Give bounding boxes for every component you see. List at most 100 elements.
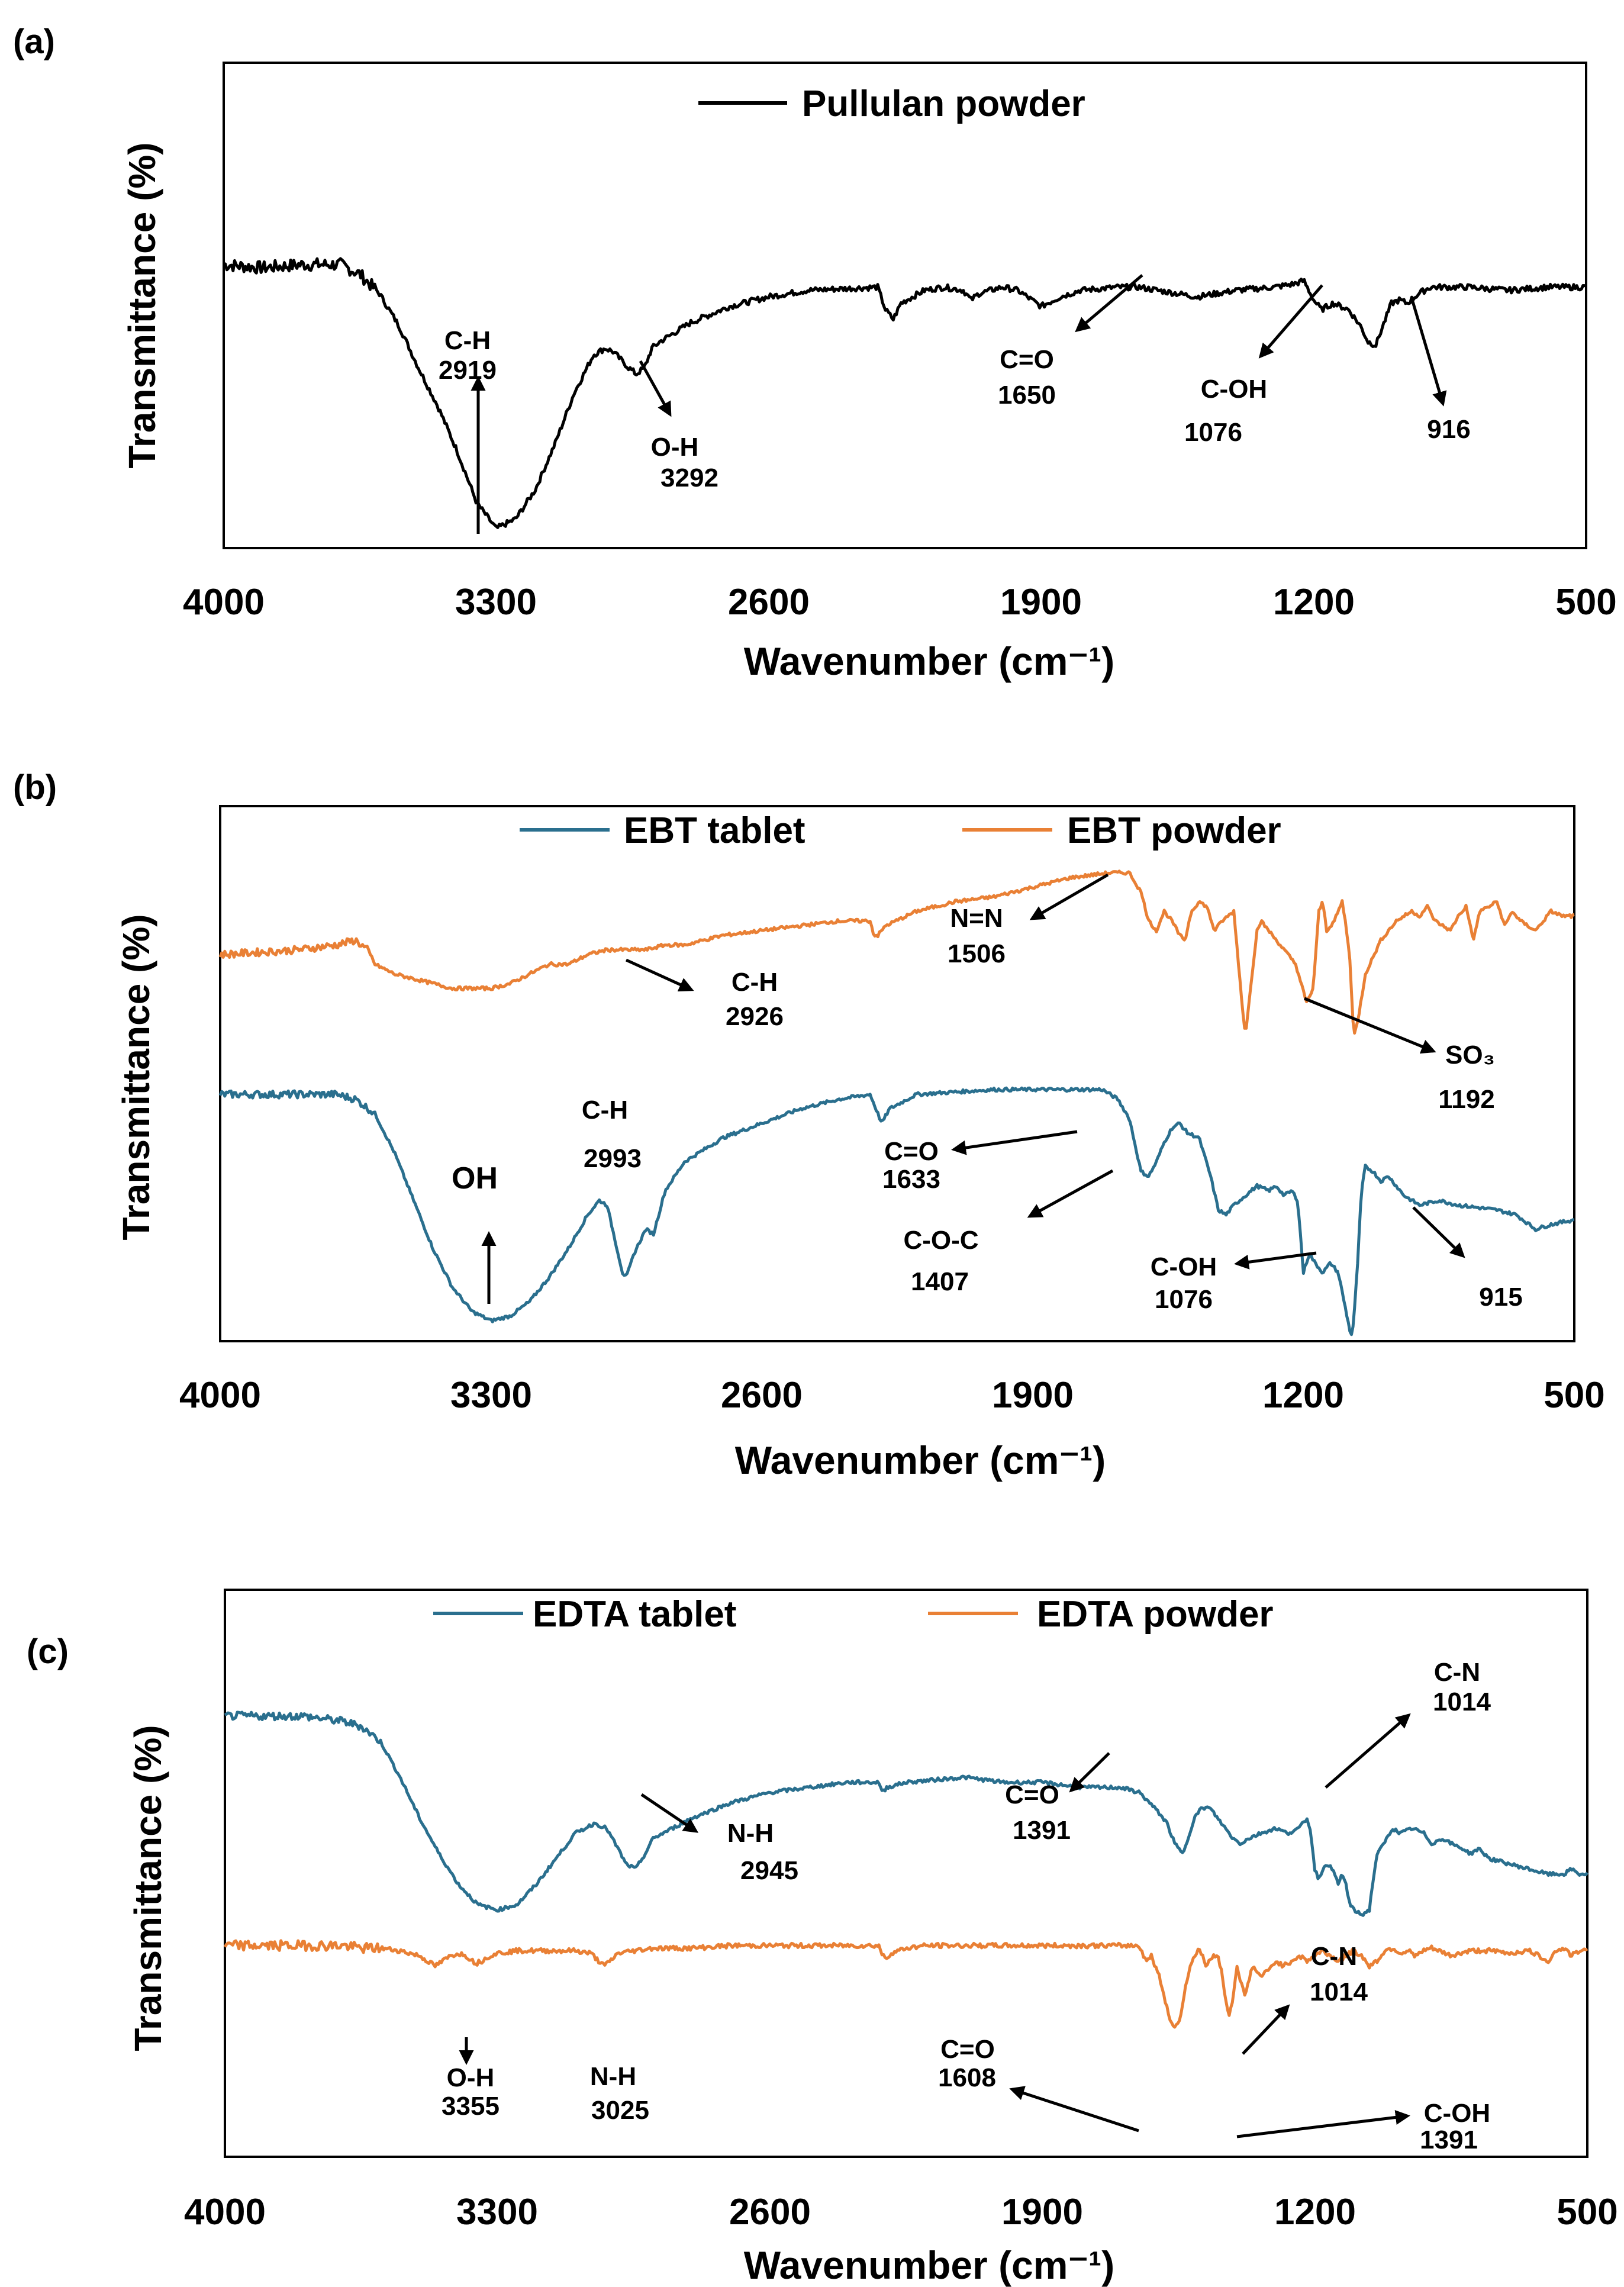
x-tick-label: 1200 bbox=[1273, 582, 1355, 623]
x-tick-label: 3300 bbox=[456, 2192, 538, 2233]
spectrum-line-edta-tablet bbox=[224, 1711, 1588, 1917]
annotation-label: C-N bbox=[1311, 1942, 1357, 1971]
x-tick-label: 500 bbox=[1544, 1375, 1604, 1416]
annotation-label: 1633 bbox=[882, 1165, 940, 1194]
x-tick-label: 2600 bbox=[729, 2192, 811, 2233]
annotation-label: 2945 bbox=[740, 1856, 798, 1885]
annotation-label: C-OH bbox=[1151, 1252, 1217, 1281]
annotation-label: 1192 bbox=[1438, 1085, 1494, 1114]
annotation-arrow bbox=[625, 958, 694, 992]
panel-c-series bbox=[223, 1711, 1588, 2029]
panel-a-plot-frame bbox=[223, 62, 1587, 549]
annotation-arrow bbox=[1304, 997, 1436, 1054]
spectrum-line-edta-powder bbox=[223, 1939, 1588, 2029]
panel-b-plot-frame bbox=[219, 805, 1575, 1342]
x-tick-label: 1200 bbox=[1262, 1375, 1344, 1416]
annotation-label: 2919 bbox=[439, 356, 497, 385]
annotation-arrow bbox=[1029, 873, 1109, 920]
panel-a-xaxis: 4000 3300 2600 1900 1200 500 Wavenumber … bbox=[183, 582, 1617, 683]
annotation-label: 2993 bbox=[584, 1144, 642, 1173]
y-axis-label: Transmittance (%) bbox=[115, 914, 157, 1240]
panel-c-annotations: C-N 1014 N-H 2945 C=O 1391 O-H 3355 N-H … bbox=[442, 1658, 1491, 2154]
annotation-label: 916 bbox=[1427, 415, 1470, 444]
y-axis-label: Transmittance (%) bbox=[127, 1725, 169, 2051]
panel-c: (c) 4000 3300 2600 1900 1200 500 Wavenum… bbox=[27, 1589, 1618, 2287]
x-tick-label: 4000 bbox=[179, 1375, 261, 1416]
x-tick-label: 4000 bbox=[184, 2192, 266, 2233]
annotation-label: OH bbox=[452, 1161, 498, 1196]
annotation-arrow bbox=[1325, 1713, 1411, 1789]
annotation-arrow bbox=[1242, 2004, 1290, 2055]
spectrum-line-pullulan-powder bbox=[223, 257, 1587, 529]
annotation-label: O-H bbox=[447, 2063, 495, 2092]
annotation-label: C-O-C bbox=[903, 1226, 978, 1255]
x-tick-label: 2600 bbox=[728, 582, 810, 623]
annotation-label: N-H bbox=[727, 1819, 774, 1848]
x-tick-label: 2600 bbox=[721, 1375, 803, 1416]
annotation-label: 1014 bbox=[1433, 1687, 1491, 1716]
x-tick-label: 4000 bbox=[183, 582, 265, 623]
panel-b-label: (b) bbox=[13, 768, 57, 807]
annotation-arrow bbox=[640, 1793, 699, 1833]
annotation-arrow bbox=[1009, 2086, 1139, 2133]
annotation-label: 2926 bbox=[726, 1002, 784, 1031]
annotation-label: C=O bbox=[884, 1137, 939, 1166]
annotation-arrow bbox=[1258, 284, 1323, 359]
panel-b-legend: EBT tablet EBT powder bbox=[520, 810, 1281, 851]
panel-b-xaxis: 4000 3300 2600 1900 1200 500 Wavenumber … bbox=[179, 1375, 1605, 1482]
y-axis-label: Transmittance (%) bbox=[121, 142, 163, 468]
annotation-label: C-H bbox=[732, 968, 778, 997]
annotation-label: 1391 bbox=[1013, 1816, 1071, 1845]
legend-label-ebt-tablet: EBT tablet bbox=[624, 810, 805, 851]
panel-a: (a) 4000 3300 2600 1900 1200 500 Wavenum… bbox=[13, 22, 1617, 683]
legend-label-ebt-powder: EBT powder bbox=[1067, 810, 1281, 851]
annotation-arrow bbox=[1410, 299, 1447, 407]
panel-c-plot-frame bbox=[224, 1589, 1588, 2158]
annotation-label: N=N bbox=[950, 904, 1003, 933]
annotation-label: C-N bbox=[1434, 1658, 1480, 1687]
legend-label-pullulan: Pullulan powder bbox=[802, 83, 1085, 124]
panel-b: (b) 4000 3300 2600 1900 1200 500 Wavenum… bbox=[13, 768, 1605, 1482]
annotation-label: 1506 bbox=[948, 939, 1006, 968]
annotation-label: 3292 bbox=[660, 463, 718, 492]
x-tick-label: 500 bbox=[1557, 2192, 1617, 2233]
panel-b-annotations: N=N 1506 C-H 2926 SO₃ 1192 OH C-H 2993 C… bbox=[452, 873, 1523, 1314]
annotation-label: 3025 bbox=[591, 2096, 649, 2125]
annotation-label: 3355 bbox=[442, 2092, 500, 2121]
annotation-label: 1391 bbox=[1420, 2125, 1478, 2154]
annotation-arrow bbox=[1236, 2110, 1410, 2138]
panel-c-label: (c) bbox=[27, 1632, 69, 1671]
annotation-label: 915 bbox=[1479, 1283, 1522, 1312]
annotation-label: C-OH bbox=[1201, 375, 1267, 404]
x-axis-label: Wavenumber (cm⁻¹) bbox=[744, 2243, 1114, 2287]
annotation-label: C-H bbox=[582, 1096, 628, 1125]
x-tick-label: 1900 bbox=[1001, 2192, 1083, 2233]
x-tick-label: 1900 bbox=[1000, 582, 1082, 623]
annotation-label: 1076 bbox=[1155, 1285, 1213, 1314]
panel-c-xaxis: 4000 3300 2600 1900 1200 500 Wavenumber … bbox=[184, 2192, 1618, 2287]
annotation-label: 1014 bbox=[1310, 1977, 1368, 2006]
annotation-label: C-H bbox=[444, 326, 491, 355]
spectrum-line-ebt-powder bbox=[218, 869, 1575, 1035]
annotation-label: 1650 bbox=[998, 381, 1056, 410]
annotation-arrow bbox=[1069, 1752, 1110, 1793]
annotation-label: 1407 bbox=[911, 1267, 969, 1296]
annotation-label: N-H bbox=[590, 2062, 636, 2091]
x-tick-label: 3300 bbox=[455, 582, 537, 623]
spectrum-line-ebt-tablet bbox=[218, 1086, 1575, 1336]
panel-a-series bbox=[223, 257, 1587, 529]
x-tick-label: 1900 bbox=[992, 1375, 1074, 1416]
annotation-arrow bbox=[1412, 1206, 1465, 1258]
panel-a-label: (a) bbox=[13, 22, 55, 61]
x-tick-label: 500 bbox=[1555, 582, 1616, 623]
annotation-label: C=O bbox=[1000, 345, 1054, 374]
panel-a-annotations: C-H 2919 O-H 3292 C=O 1650 C-OH 1076 916 bbox=[439, 274, 1471, 534]
annotation-label: C-OH bbox=[1424, 2099, 1490, 2128]
annotation-label: 1608 bbox=[938, 2063, 996, 2092]
x-axis-label: Wavenumber (cm⁻¹) bbox=[735, 1438, 1106, 1482]
panel-b-series bbox=[218, 869, 1575, 1336]
panel-c-legend: EDTA tablet EDTA powder bbox=[433, 1594, 1274, 1635]
annotation-label: SO₃ bbox=[1445, 1041, 1495, 1070]
panel-a-legend: Pullulan powder bbox=[698, 83, 1085, 124]
legend-label-edta-tablet: EDTA tablet bbox=[533, 1594, 736, 1635]
